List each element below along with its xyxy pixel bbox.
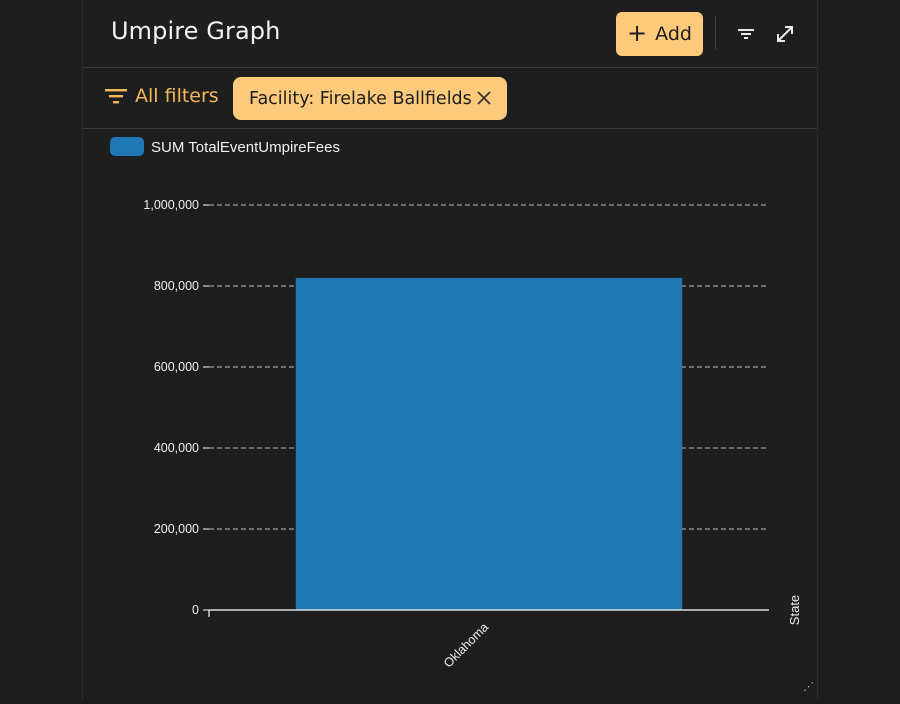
- filter-chip-label: Facility: Firelake Ballfields: [249, 88, 472, 109]
- expand-icon[interactable]: [773, 22, 797, 46]
- y-tick-label: 800,000: [154, 279, 199, 293]
- add-button-label: Add: [655, 23, 692, 45]
- filter-icon[interactable]: [734, 22, 758, 46]
- y-tick-label: 0: [192, 603, 199, 617]
- plus-icon: +: [627, 19, 648, 47]
- header-divider: [715, 16, 716, 50]
- bar-oklahoma: [295, 277, 683, 610]
- chart-area: SUM TotalEventUmpireFees 0 200,000 400,000 6…: [83, 130, 819, 700]
- resize-handle-icon[interactable]: ⋰: [803, 680, 814, 693]
- umpire-graph-panel: Umpire Graph + Add: [82, 0, 818, 700]
- x-tick-label: Oklahoma: [441, 620, 491, 670]
- legend-label: SUM TotalEventUmpireFees: [151, 139, 340, 156]
- panel-header: Umpire Graph + Add: [83, 0, 817, 68]
- facility-filter-chip[interactable]: Facility: Firelake Ballfields: [233, 77, 507, 120]
- all-filters-button[interactable]: All filters: [105, 85, 219, 107]
- filter-bar: All filters Facility: Firelake Ballfield…: [83, 68, 817, 129]
- all-filters-label: All filters: [135, 85, 219, 107]
- x-axis-title: State: [787, 595, 802, 625]
- y-tick-label: 200,000: [154, 522, 199, 536]
- page-title: Umpire Graph: [111, 17, 281, 45]
- add-button[interactable]: + Add: [616, 12, 703, 56]
- y-tick-label: 1,000,000: [143, 198, 199, 212]
- bar-chart: SUM TotalEventUmpireFees 0 200,000 400,000 6…: [110, 137, 802, 670]
- y-tick-label: 600,000: [154, 360, 199, 374]
- legend-swatch: [110, 137, 144, 156]
- filter-lines-icon: [105, 89, 127, 104]
- y-tick-label: 400,000: [154, 441, 199, 455]
- close-icon[interactable]: [475, 89, 493, 107]
